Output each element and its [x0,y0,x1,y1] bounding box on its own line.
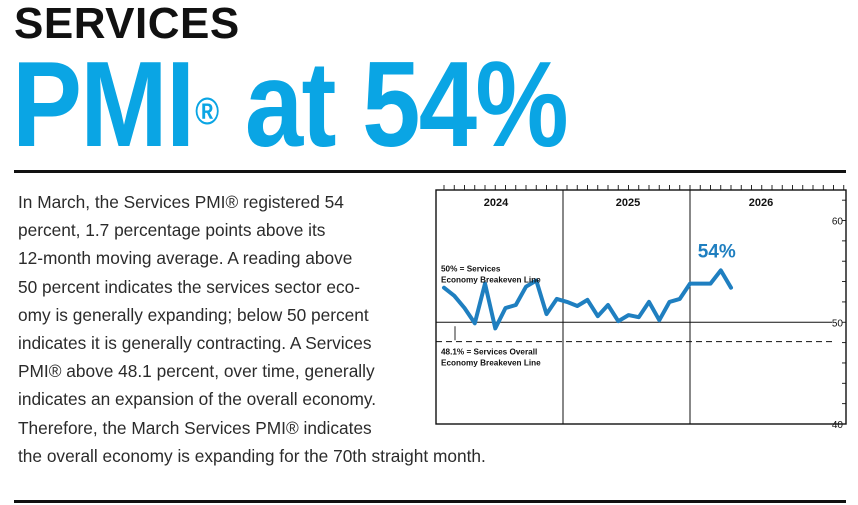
pmi-data-point [493,326,497,330]
body-line: indicates an expansion of the overall ec… [18,389,377,410]
chart-grid [562,190,691,424]
reference-lines [436,321,832,343]
year-label: 2026 [749,197,773,209]
pmi-data-point [503,306,508,310]
latest-value-annotation: 54% [698,241,736,262]
year-label: 2024 [484,197,509,209]
pmi-data-point [719,268,723,272]
services-breakeven-label: 50% = Services [441,264,501,273]
series-group [442,268,733,331]
pmi-data-point [678,297,682,301]
pmi-data-point [452,294,456,298]
pmi-data-point [565,300,569,304]
pmi-data-point [544,312,549,316]
pmi-data-point [657,318,661,322]
pmi-data-point [698,282,702,286]
pmi-data-point [626,313,631,317]
services-breakeven-label: Economy Breakeven Line [441,275,541,284]
pmi-data-point [729,286,733,290]
y-tick-label: 50 [832,318,844,329]
pmi-data-point [555,297,559,301]
pmi-data-point [667,300,672,304]
y-tick-label: 40 [832,420,844,431]
pmi-data-point [606,303,610,307]
top-rule [14,170,846,173]
headline: PMI® at 54% [12,42,569,166]
pmi-data-point [616,319,620,323]
body-line: indicates it is generally contracting. A… [18,333,372,354]
y-tick-label: 60 [832,217,844,228]
pmi-data-point [483,282,487,286]
body-paragraph: In March, the Services PMI® registered 5… [18,188,558,470]
body-line: 50 percent indicates the services sector… [18,276,360,297]
pmi-data-point [473,321,477,325]
body-line: PMI® above 48.1 percent, over time, gene… [18,361,375,382]
year-label: 2025 [616,197,640,209]
section-kicker: SERVICES [14,0,240,48]
headline-main: PMI [12,36,195,172]
plot-frame [435,189,847,425]
overall-breakeven-label: Economy Breakeven Line [441,358,541,367]
pmi-data-point [708,282,713,286]
overall-breakeven-label: 48.1% = Services Overall [441,347,537,356]
pmi-data-point [524,285,528,289]
pmi-data-point [585,298,590,302]
chart-labels: 2024 2025 2026 40 50 60 50% = Services Economy … [441,197,843,431]
pmi-data-point [514,303,518,307]
body-line: 12-month moving average. A reading above [18,248,353,269]
body-line: omy is generally expanding; below 50 per… [18,304,369,325]
headline-rest: at 54% [217,36,569,172]
body-line: percent, 1.7 percentage points above its [18,220,326,241]
registered-mark: ® [195,91,219,133]
pmi-data-point [442,286,446,290]
top-ticks [443,185,846,425]
body-line: In March, the Services PMI® registered 5… [18,192,344,212]
pmi-data-point [534,278,538,283]
pmi-data-point [688,282,692,286]
body-line: Therefore, the March Services PMI® indic… [18,417,372,438]
body-line: the overall economy is expanding for the… [18,445,486,466]
chart-background [423,186,846,424]
pmi-data-point [647,300,651,304]
pmi-data-point [575,304,579,308]
pmi-data-point [637,315,641,319]
pmi-data-point [596,314,600,318]
bottom-rule [14,500,846,503]
pmi-data-point [462,306,467,310]
